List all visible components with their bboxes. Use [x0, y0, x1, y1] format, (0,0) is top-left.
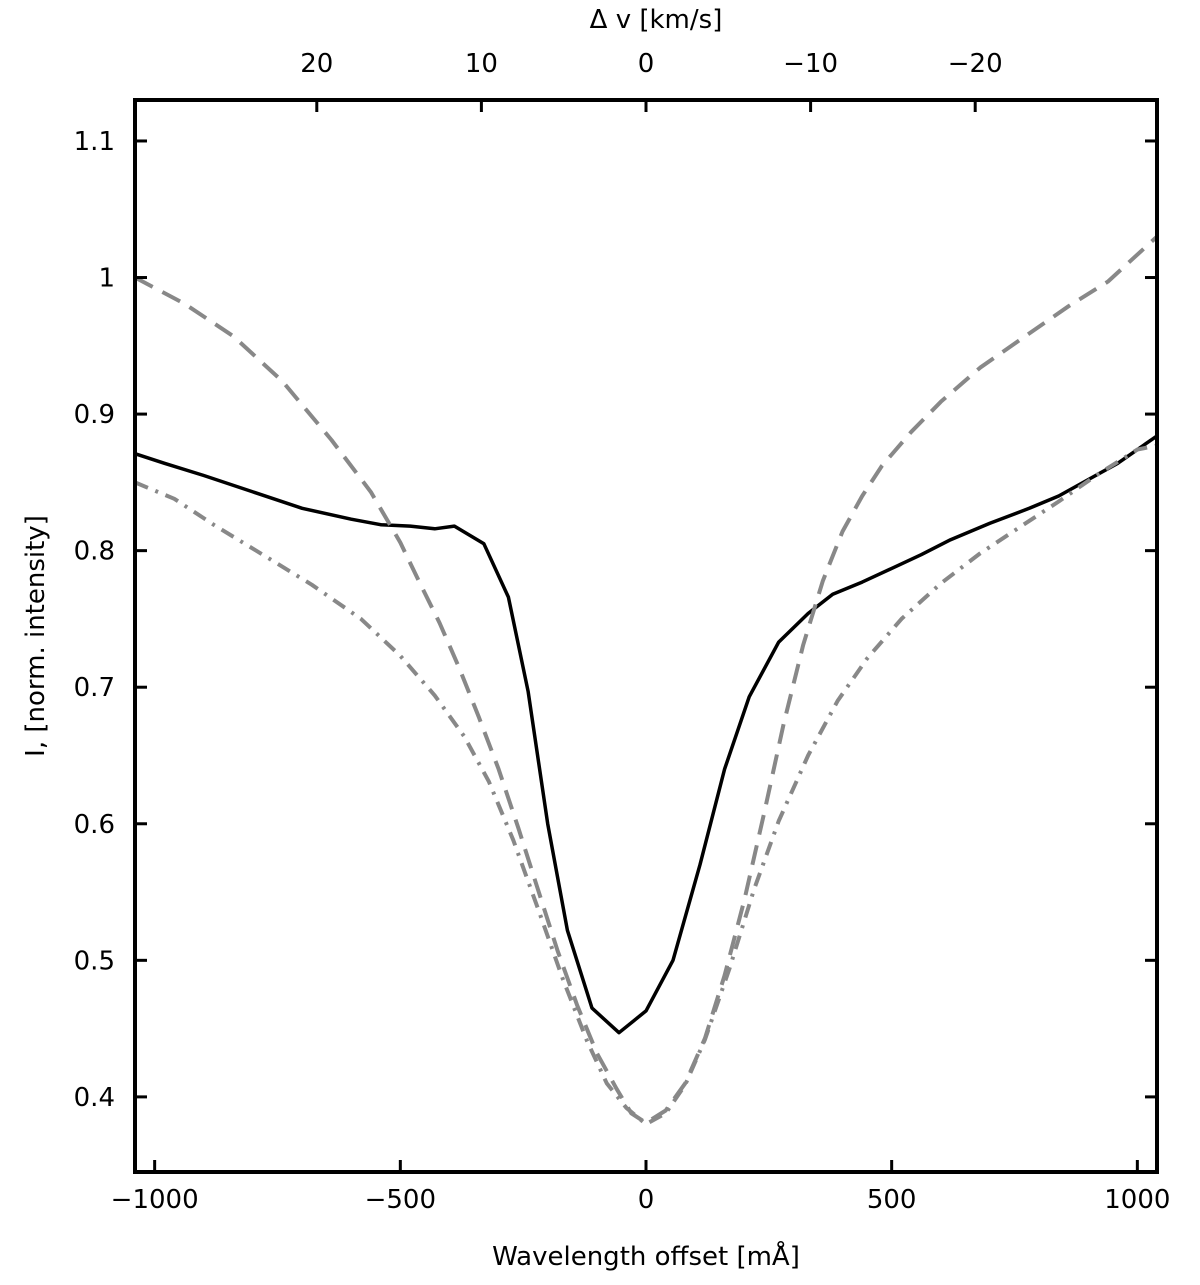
x-tick-label: −500 — [365, 1185, 436, 1215]
x-tick-label: −1000 — [111, 1185, 199, 1215]
top-tick-label: −20 — [948, 49, 1003, 79]
series-line-dashdot — [134, 443, 1158, 1127]
y-tick-label: 1.1 — [74, 127, 115, 157]
x-tick-label: 0 — [638, 1185, 655, 1215]
y-tick-label: 0.8 — [74, 537, 115, 567]
y-tick-label: 0.4 — [74, 1083, 115, 1113]
y-tick-label: 0.5 — [74, 946, 115, 976]
plot-frame — [133, 98, 1159, 1174]
y-tick-label: 0.7 — [74, 673, 115, 703]
top-tick-label: 0 — [638, 49, 655, 79]
y-tick-label: 0.9 — [74, 400, 115, 430]
series-line-dashed — [134, 235, 1159, 1125]
y-axis-title: I, [norm. intensity] — [21, 515, 51, 757]
x-axis-title: Wavelength offset [mÅ] — [492, 1240, 800, 1272]
top-tick-label: −10 — [783, 49, 838, 79]
top-axis-title: Δ v [km/s] — [590, 5, 723, 35]
series-line-solid — [134, 434, 1159, 1035]
tick-label-layer: −1000 −500 0 500 1000 20 10 0 −10 −20 0.4 0.5 0.6 0.7… — [74, 49, 1171, 1215]
top-tick-label: 20 — [300, 49, 333, 79]
x-tick-label: 500 — [867, 1185, 917, 1215]
y-tick-label: 0.6 — [74, 810, 115, 840]
series-layer — [134, 235, 1159, 1127]
x-tick-label: 1000 — [1104, 1185, 1170, 1215]
y-tick-label: 1 — [98, 264, 115, 294]
top-tick-label: 10 — [465, 49, 498, 79]
